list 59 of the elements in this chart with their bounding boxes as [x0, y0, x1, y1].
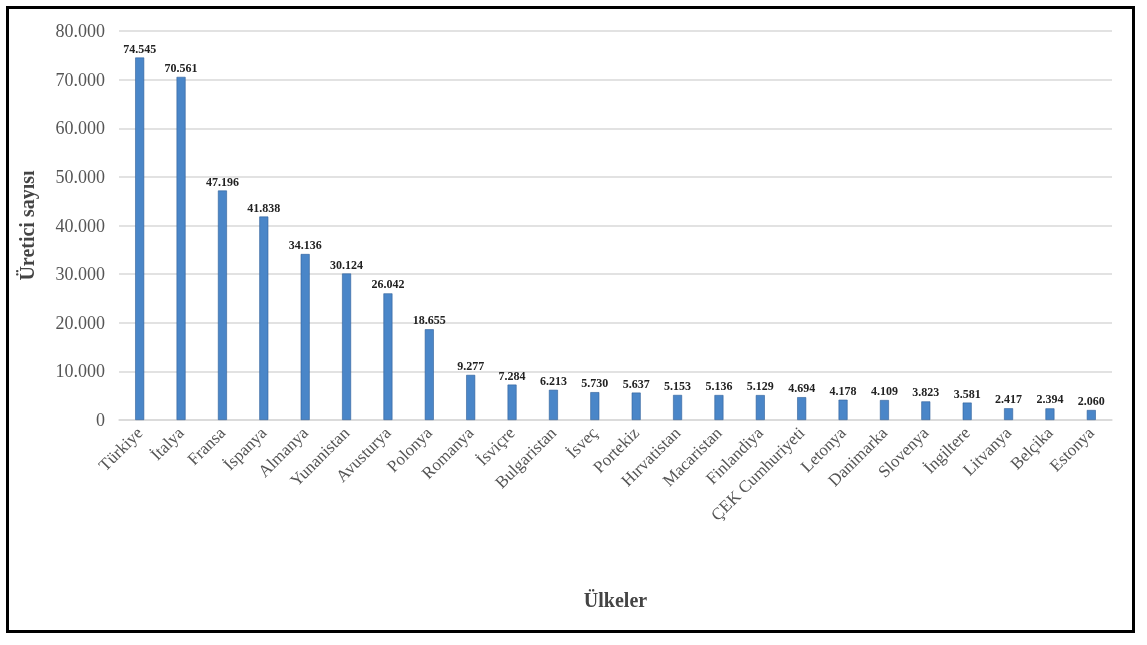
bar: [135, 57, 145, 420]
y-tick-label: 20.000: [55, 312, 105, 333]
data-label: 3.823: [912, 385, 940, 400]
bar: [259, 216, 269, 420]
bar: [755, 395, 765, 420]
bar: [714, 395, 724, 420]
data-label: 4.694: [788, 381, 816, 396]
data-label: 5.730: [581, 376, 609, 391]
data-label: 9.277: [457, 358, 485, 373]
bar: [673, 394, 683, 420]
data-label: 5.129: [746, 379, 774, 394]
y-tick-label: 40.000: [55, 215, 105, 236]
bar: [300, 254, 310, 420]
data-label: 5.637: [622, 376, 650, 391]
bar: [217, 190, 227, 420]
data-label: 2.394: [1036, 392, 1064, 407]
bar: [1004, 408, 1014, 420]
bar: [342, 273, 352, 420]
data-label: 4.109: [870, 384, 898, 399]
bar: [921, 401, 931, 420]
bar: [1045, 408, 1055, 420]
bar: [590, 392, 600, 420]
y-tick-label: 10.000: [55, 361, 105, 382]
y-tick-label: 0: [96, 410, 105, 430]
bar: [838, 399, 848, 420]
data-label: 41.838: [247, 200, 281, 215]
data-label: 4.178: [829, 383, 857, 398]
data-label: 5.136: [705, 379, 733, 394]
x-axis-title: Ülkeler: [583, 589, 648, 611]
bar: [424, 329, 434, 420]
data-label: 3.581: [953, 386, 981, 401]
y-tick-label: 70.000: [55, 69, 105, 90]
data-label: 74.545: [123, 41, 157, 56]
bar: [176, 76, 186, 420]
data-label: 2.060: [1077, 393, 1105, 408]
bar: [631, 392, 641, 420]
y-axis-title: Üretici sayısı: [16, 169, 39, 281]
data-label: 5.153: [664, 378, 692, 393]
data-label: 47.196: [205, 174, 239, 189]
y-tick-label: 60.000: [55, 118, 105, 139]
data-label: 7.284: [498, 368, 526, 383]
bar: [548, 389, 558, 420]
data-label: 6.213: [539, 373, 567, 388]
data-label: 30.124: [330, 257, 364, 272]
bar: [962, 402, 972, 420]
y-tick-label: 80.000: [55, 21, 105, 41]
data-label: 2.417: [995, 392, 1023, 407]
data-label: 18.655: [412, 313, 446, 328]
bar: [466, 374, 476, 420]
bar: [879, 400, 889, 420]
bar: [507, 384, 517, 420]
y-tick-label: 30.000: [55, 264, 105, 285]
data-label: 70.561: [164, 60, 198, 75]
bar: [383, 293, 393, 420]
data-label: 26.042: [371, 277, 405, 292]
bar: [797, 397, 807, 420]
bar: [1086, 409, 1096, 420]
y-tick-label: 50.000: [55, 166, 105, 187]
data-label: 34.136: [288, 238, 322, 253]
